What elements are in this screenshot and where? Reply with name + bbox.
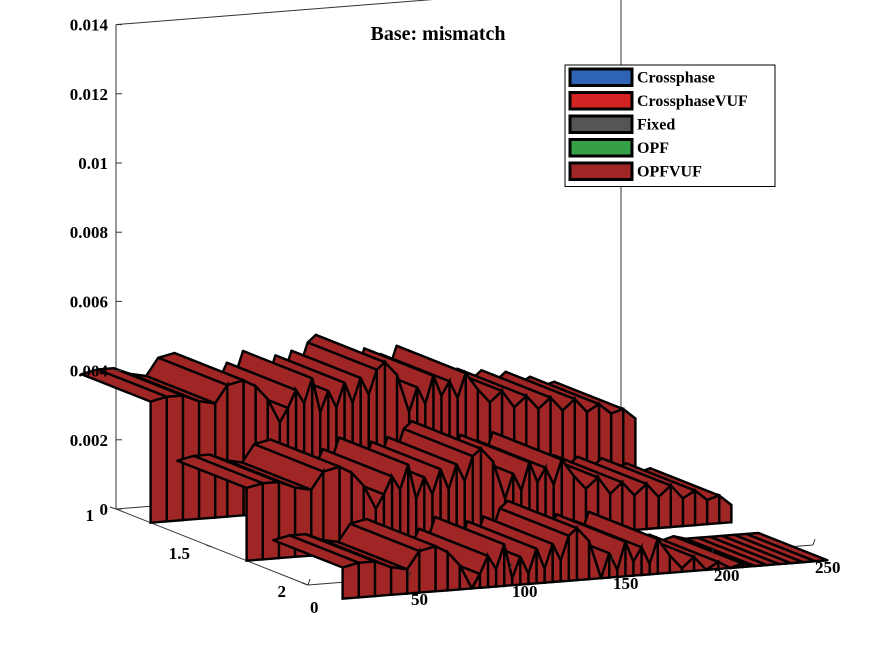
y-tick-label: 1.5	[169, 544, 190, 563]
x-tick-label: 200	[714, 566, 740, 585]
y-tick-mark	[109, 506, 117, 510]
ribbon-side	[469, 569, 482, 590]
ribbon-side	[341, 561, 360, 601]
x-tick-label: 100	[512, 582, 538, 601]
legend-swatch	[568, 138, 634, 158]
x-tick-mark	[711, 546, 715, 554]
ribbon-side	[213, 381, 229, 519]
ribbon-side	[434, 544, 449, 593]
x-tick-mark	[307, 578, 311, 586]
z-tick-label: 0.006	[70, 292, 108, 311]
ribbon-side	[567, 525, 579, 583]
ribbon-side	[373, 559, 393, 598]
ribbon-side	[815, 559, 828, 563]
legend-swatch	[568, 114, 634, 134]
ribbon-side	[766, 562, 779, 567]
ribbon-side	[718, 493, 733, 525]
legend-entry: CrossphaseVUF	[637, 93, 748, 110]
ribbon-side	[261, 480, 281, 561]
legend-entry: OPF	[637, 140, 669, 157]
ribbon-side	[226, 378, 245, 518]
ribbon-side	[729, 561, 744, 570]
x-tick-mark	[610, 554, 614, 562]
x-tick-label: 250	[815, 558, 841, 577]
legend-swatch	[568, 91, 634, 111]
x-tick-label: 0	[310, 598, 319, 617]
ribbon-side	[705, 493, 721, 526]
y-axis-ticks: 11.52	[86, 506, 309, 601]
z-tick-label: 0.008	[70, 223, 108, 242]
ribbon-side	[778, 562, 792, 566]
legend-swatch	[568, 161, 634, 181]
ribbon-side	[754, 563, 767, 568]
legend-entry: Crossphase	[637, 70, 715, 87]
ribbons	[80, 333, 829, 601]
z-axis-ticks: 0 0.002 0.004 0.006 0.008 0.01 0.012 0.014	[70, 16, 122, 519]
legend-swatch	[568, 67, 634, 87]
legend: Crossphase CrossphaseVUF Fixed OPF OPFVUF	[564, 64, 776, 187]
y-tick-mark	[205, 544, 213, 548]
ribbon-side	[599, 552, 611, 580]
z-tick-label: 0.004	[70, 362, 109, 381]
z-tick-label: 0.012	[70, 85, 108, 104]
ribbon-side	[681, 488, 697, 528]
legend-entry: Fixed	[637, 117, 675, 134]
ribbon-side	[245, 481, 264, 563]
x-axis-ticks: 0 50 100 150 200 250	[307, 538, 841, 617]
z-tick-label: 0.01	[78, 154, 108, 173]
ribbon-side	[357, 560, 377, 599]
z-tick-label: 0	[100, 500, 109, 519]
legend-entry: OPFVUF	[637, 164, 702, 181]
ribbon-side	[790, 561, 804, 565]
axis-line	[115, 0, 433, 26]
x-tick-mark	[509, 562, 513, 570]
ribbon-side	[803, 560, 816, 564]
y-tick-label: 1	[86, 506, 95, 525]
x-tick-label: 150	[613, 574, 639, 593]
x-tick-mark	[812, 538, 816, 546]
chart-title: Base: mismatch	[371, 23, 506, 45]
ribbon-side	[149, 395, 168, 525]
ribbon-side	[418, 544, 437, 594]
ribbon-side	[165, 394, 185, 523]
x-tick-mark	[408, 570, 412, 578]
z-tick-label: 0.002	[70, 431, 108, 450]
y-tick-label: 2	[278, 582, 287, 601]
x-tick-label: 50	[411, 590, 428, 609]
ribbon-side	[389, 565, 409, 597]
y-tick-mark	[301, 582, 309, 586]
z-tick-label: 0.014	[70, 16, 109, 35]
ribbon-side	[705, 559, 720, 572]
